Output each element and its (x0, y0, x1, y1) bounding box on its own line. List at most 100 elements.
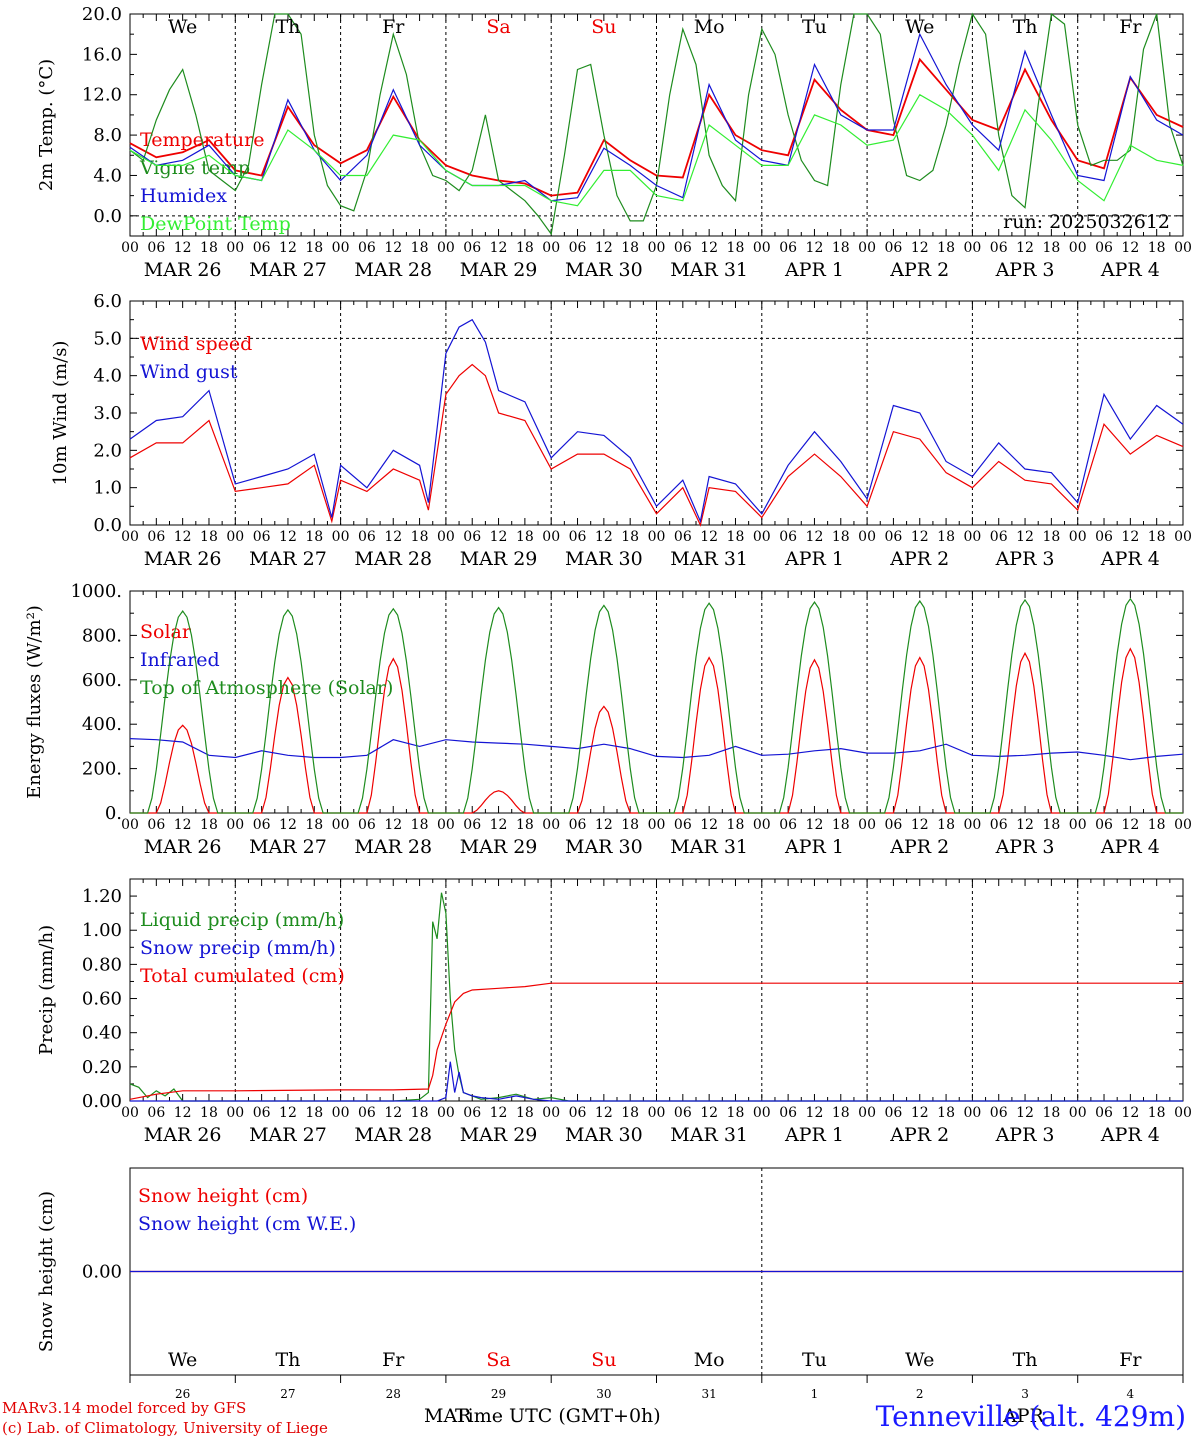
series-line-3 (129, 982, 1183, 1100)
legend-entry: Total cumulated (cm) (140, 965, 345, 987)
month-label-right: APR (1003, 1405, 1044, 1427)
hour-tick-label: 00 (437, 1105, 455, 1121)
hour-tick-label: 06 (779, 817, 797, 833)
date-label: MAR 28 (354, 836, 432, 858)
hour-tick-label: 00 (648, 240, 666, 256)
hour-tick-label: 12 (806, 1105, 824, 1121)
day-name-label: We (168, 16, 197, 38)
y-tick-label: 0.0 (93, 206, 122, 227)
hour-tick-label: 12 (700, 817, 718, 833)
station-title: Tenneville (alt. 429m) (875, 1400, 1186, 1433)
hour-tick-label: 18 (411, 240, 429, 256)
hour-tick-label: 18 (832, 240, 850, 256)
hour-tick-label: 12 (806, 817, 824, 833)
hour-tick-label: 18 (411, 817, 429, 833)
hour-tick-label: 00 (542, 1105, 560, 1121)
date-label: APR 4 (1100, 1124, 1160, 1146)
hour-tick-label: 00 (753, 1105, 771, 1121)
hour-tick-label: 12 (174, 1105, 192, 1121)
date-label: MAR 26 (144, 1124, 222, 1146)
hour-tick-label: 06 (779, 529, 797, 545)
hour-tick-label: 12 (700, 240, 718, 256)
hour-tick-label: 18 (516, 1105, 534, 1121)
x-axis-title: Time UTC (GMT+0h) (455, 1405, 661, 1427)
day-name-label: Sa (486, 16, 510, 38)
hour-tick-label: 00 (1174, 817, 1192, 833)
y-tick-label: 16.0 (82, 44, 122, 65)
hour-tick-label: 00 (121, 529, 139, 545)
hour-tick-label: 12 (595, 240, 613, 256)
date-label: APR 1 (784, 259, 844, 281)
hour-tick-label: 06 (674, 529, 692, 545)
day-name-label: Fr (382, 16, 405, 38)
hour-tick-label: 06 (674, 240, 692, 256)
hour-tick-label: 00 (332, 240, 350, 256)
y-tick-label: 0.00 (82, 1262, 122, 1283)
panel-3: 00 06 12 18 00 06 12 18 00 06 12 18 00 06 12 18 00 06 12 18… (24, 581, 1192, 858)
day-number-label: 26 (175, 1387, 190, 1401)
hour-tick-label: 00 (332, 529, 350, 545)
hour-tick-label: 06 (990, 1105, 1008, 1121)
date-label: APR 4 (1100, 259, 1160, 281)
hour-tick-label: 18 (727, 817, 745, 833)
hour-tick-label: 06 (147, 240, 165, 256)
hour-tick-label: 12 (911, 240, 929, 256)
day-number-label: 2 (916, 1387, 924, 1401)
hour-tick-label: 18 (516, 240, 534, 256)
hour-tick-label: 00 (437, 240, 455, 256)
y-tick-label: 1000. (70, 581, 122, 602)
date-label: MAR 27 (249, 548, 327, 570)
date-label: MAR 30 (565, 548, 643, 570)
hour-tick-label: 00 (1174, 1105, 1192, 1121)
hour-tick-label: 18 (1148, 817, 1166, 833)
hour-tick-label: 06 (1095, 1105, 1113, 1121)
date-label: APR 1 (784, 1124, 844, 1146)
hour-tick-label: 00 (332, 817, 350, 833)
hour-tick-label: 12 (700, 1105, 718, 1121)
hour-tick-label: 12 (595, 1105, 613, 1121)
hour-tick-label: 12 (490, 529, 508, 545)
hour-tick-label: 00 (226, 817, 244, 833)
hour-tick-label: 00 (1174, 240, 1192, 256)
hour-tick-label: 00 (542, 529, 560, 545)
date-label: MAR 31 (670, 1124, 748, 1146)
day-number-label: 31 (702, 1387, 717, 1401)
date-label: APR 2 (889, 1124, 949, 1146)
hour-tick-label: 12 (806, 240, 824, 256)
hour-tick-label: 06 (358, 240, 376, 256)
hour-tick-label: 06 (147, 529, 165, 545)
legend-entry: Snow height (cm) (138, 1185, 308, 1207)
hour-tick-label: 00 (437, 817, 455, 833)
legend-entry: Humidex (140, 185, 227, 207)
y-tick-label: 0.80 (82, 954, 122, 975)
hour-tick-label: 00 (753, 817, 771, 833)
hour-tick-label: 18 (200, 240, 218, 256)
series-line-1 (129, 363, 1184, 527)
y-tick-label: 200. (82, 759, 122, 780)
y-tick-label: 0. (105, 803, 122, 824)
hour-tick-label: 18 (1148, 1105, 1166, 1121)
series-line-4 (129, 93, 1184, 207)
date-label: MAR 30 (565, 1124, 643, 1146)
hour-tick-label: 12 (174, 240, 192, 256)
day-name-label: Mo (694, 16, 725, 38)
hour-tick-label: 00 (858, 1105, 876, 1121)
date-label: APR 4 (1100, 548, 1160, 570)
y-tick-label: 1.20 (82, 886, 122, 907)
hour-tick-label: 18 (621, 817, 639, 833)
legend-entry: Wind gust (140, 361, 238, 383)
day-name-label: Sa (486, 1349, 510, 1371)
hour-tick-label: 18 (1042, 1105, 1060, 1121)
hour-tick-label: 00 (858, 817, 876, 833)
panel-5: We 26 Th 27 Fr 28 Sa 29 Su 30 Mo 31 Tu 1 We 2 Th 3 Fr 4 0.00… (36, 1167, 1184, 1401)
date-label: MAR 29 (460, 836, 538, 858)
legend-entry: Top of Atmosphere (Solar) (140, 677, 393, 699)
hour-tick-label: 18 (621, 529, 639, 545)
hour-tick-label: 12 (1121, 817, 1139, 833)
y-tick-label: 20.0 (82, 4, 122, 25)
hour-tick-label: 06 (569, 529, 587, 545)
hour-tick-label: 00 (226, 240, 244, 256)
hour-tick-label: 00 (226, 529, 244, 545)
run-annotation: run: 2025032612 (1003, 211, 1170, 233)
